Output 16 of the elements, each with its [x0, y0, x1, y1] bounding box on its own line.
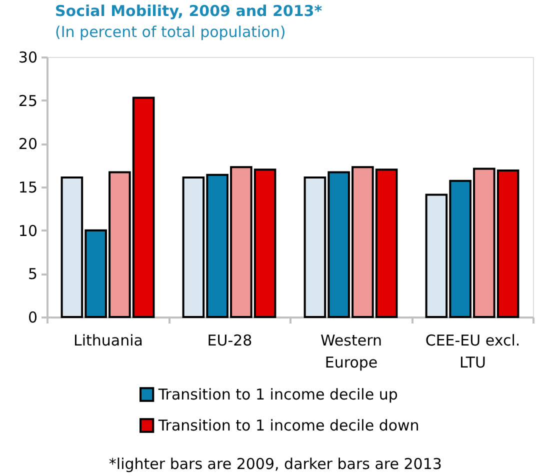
y-tick-label: 0	[28, 308, 38, 326]
legend-label: Transition to 1 income decile down	[157, 416, 420, 434]
x-tick-label: CEE-EU excl. LTU	[425, 332, 520, 372]
text: *lighter bars are 2009, darker bars are 2013	[108, 455, 442, 473]
chart-subtitle: (In percent of total population)	[55, 23, 286, 41]
chart-title: Social Mobility, 2009 and 2013*	[55, 2, 322, 20]
y-tick-label: 25	[18, 92, 38, 110]
x-tick-label: EU-28	[207, 332, 252, 350]
legend-label: Transition to 1 income decile up	[157, 386, 398, 404]
x-tick-label: Western Europe	[320, 332, 382, 372]
y-tick-label: 20	[18, 135, 38, 154]
x-tick-label: Lithuania	[74, 332, 143, 350]
y-tick-label: 15	[18, 178, 38, 196]
y-tick-label: 10	[18, 222, 38, 240]
y-tick-label: 30	[18, 48, 38, 66]
y-tick-label: 5	[28, 265, 38, 284]
